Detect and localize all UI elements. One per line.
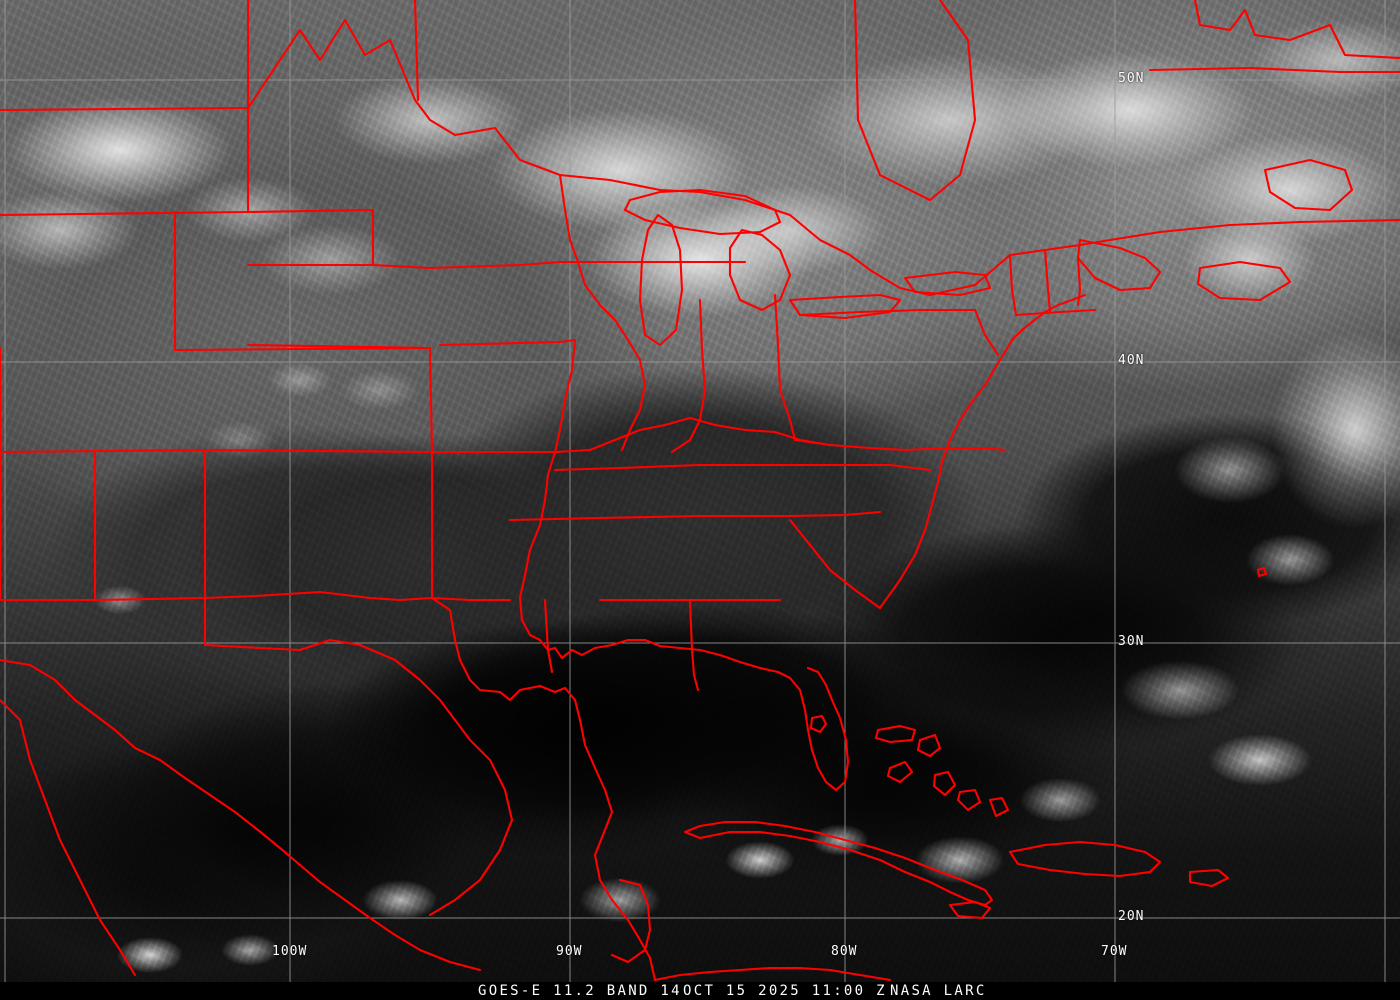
border-ga-sc xyxy=(788,518,882,610)
border-ks-ok xyxy=(203,448,434,454)
border-ma-ct xyxy=(1014,308,1097,317)
coast-gulf-usa xyxy=(528,633,792,680)
border-al-ga xyxy=(688,598,700,692)
lat-label-50n: 50N xyxy=(1118,71,1145,86)
border-ny-pa xyxy=(798,308,977,317)
border-ne-states xyxy=(1008,253,1018,317)
coast-newfoundland xyxy=(1263,158,1354,212)
border-us-canada xyxy=(0,18,1400,297)
lon-label-90w: 90W xyxy=(556,944,583,959)
coast-florida xyxy=(788,666,850,792)
caption-satellite: GOES-E 11.2 BAND 14 xyxy=(478,983,682,999)
border-ia-mo xyxy=(438,338,577,347)
caption-timestamp: OCT 15 2025 11:00 Z xyxy=(683,983,887,999)
border-quebec-line xyxy=(1148,66,1400,74)
river-mississippi xyxy=(518,338,577,637)
coast-mexico-west xyxy=(0,658,482,972)
islands-bahamas-6 xyxy=(988,796,1010,818)
border-nebraska xyxy=(371,208,432,270)
islands-bahamas xyxy=(874,724,917,744)
border-baja xyxy=(0,698,137,977)
border-iowa-mn xyxy=(428,260,562,270)
border-ky-tn xyxy=(553,463,892,472)
border-montana-idaho xyxy=(0,210,250,217)
island-bermuda xyxy=(1256,566,1268,578)
coast-central-america xyxy=(653,966,892,982)
border-il-ia-mo xyxy=(620,338,647,452)
border-pa-ny-east xyxy=(973,308,1000,357)
coast-mexico-east xyxy=(563,686,657,982)
border-labrador xyxy=(1193,0,1400,60)
lon-label-80w: 80W xyxy=(831,944,858,959)
border-colorado-east xyxy=(428,346,434,600)
border-il-in xyxy=(670,298,707,454)
border-mn-wi xyxy=(558,173,630,342)
border-ms-al xyxy=(543,598,554,674)
coast-puerto-rico xyxy=(1188,868,1230,888)
islands-bahamas-5 xyxy=(956,788,982,812)
border-va-nc xyxy=(843,463,932,472)
border-tn-south xyxy=(508,510,882,522)
border-pa-md xyxy=(903,446,1007,452)
border-nh-me xyxy=(1076,256,1082,307)
lake-huron xyxy=(728,228,792,312)
lat-label-20n: 20N xyxy=(1118,909,1145,924)
islands-bahamas-2 xyxy=(916,733,942,758)
lon-label-100w: 100W xyxy=(272,944,308,959)
islands-bahamas-4 xyxy=(932,770,957,797)
border-ne-ks xyxy=(246,343,432,350)
lat-label-40n: 40N xyxy=(1118,353,1145,368)
border-vt-nh xyxy=(1043,248,1052,314)
border-texas xyxy=(203,596,514,917)
border-canada-provinces-2 xyxy=(413,0,420,102)
coast-cuba xyxy=(683,820,994,907)
border-canada-provinces-3 xyxy=(853,0,977,202)
lon-label-70w: 70W xyxy=(1101,944,1128,959)
lake-superior xyxy=(623,188,782,236)
border-dakota xyxy=(246,106,375,214)
border-colorado-box xyxy=(0,346,207,602)
caption-source: NASA LARC xyxy=(890,983,987,999)
coast-yucatan xyxy=(610,878,652,964)
caption-bar: GOES-E 11.2 BAND 14 OCT 15 2025 11:00 Z … xyxy=(0,982,1400,1000)
lake-okeechobee xyxy=(809,714,828,734)
coast-maine-gulf xyxy=(1076,238,1162,292)
coast-jamaica xyxy=(948,900,992,920)
lat-label-30n: 30N xyxy=(1118,634,1145,649)
coast-nova-scotia xyxy=(1196,260,1292,302)
border-ar-la xyxy=(430,596,512,602)
border-kentucky xyxy=(553,416,832,454)
coast-hispaniola xyxy=(1008,840,1162,878)
border-nm-az xyxy=(0,450,97,602)
islands-bahamas-3 xyxy=(886,760,914,784)
coast-texas-gulf xyxy=(430,596,567,702)
coast-atlantic-usa xyxy=(878,293,1087,610)
border-ok-tx xyxy=(203,590,434,602)
lake-michigan xyxy=(638,213,684,347)
border-wyoming xyxy=(173,210,432,352)
lake-ontario xyxy=(903,270,992,297)
border-in-oh xyxy=(773,293,797,442)
